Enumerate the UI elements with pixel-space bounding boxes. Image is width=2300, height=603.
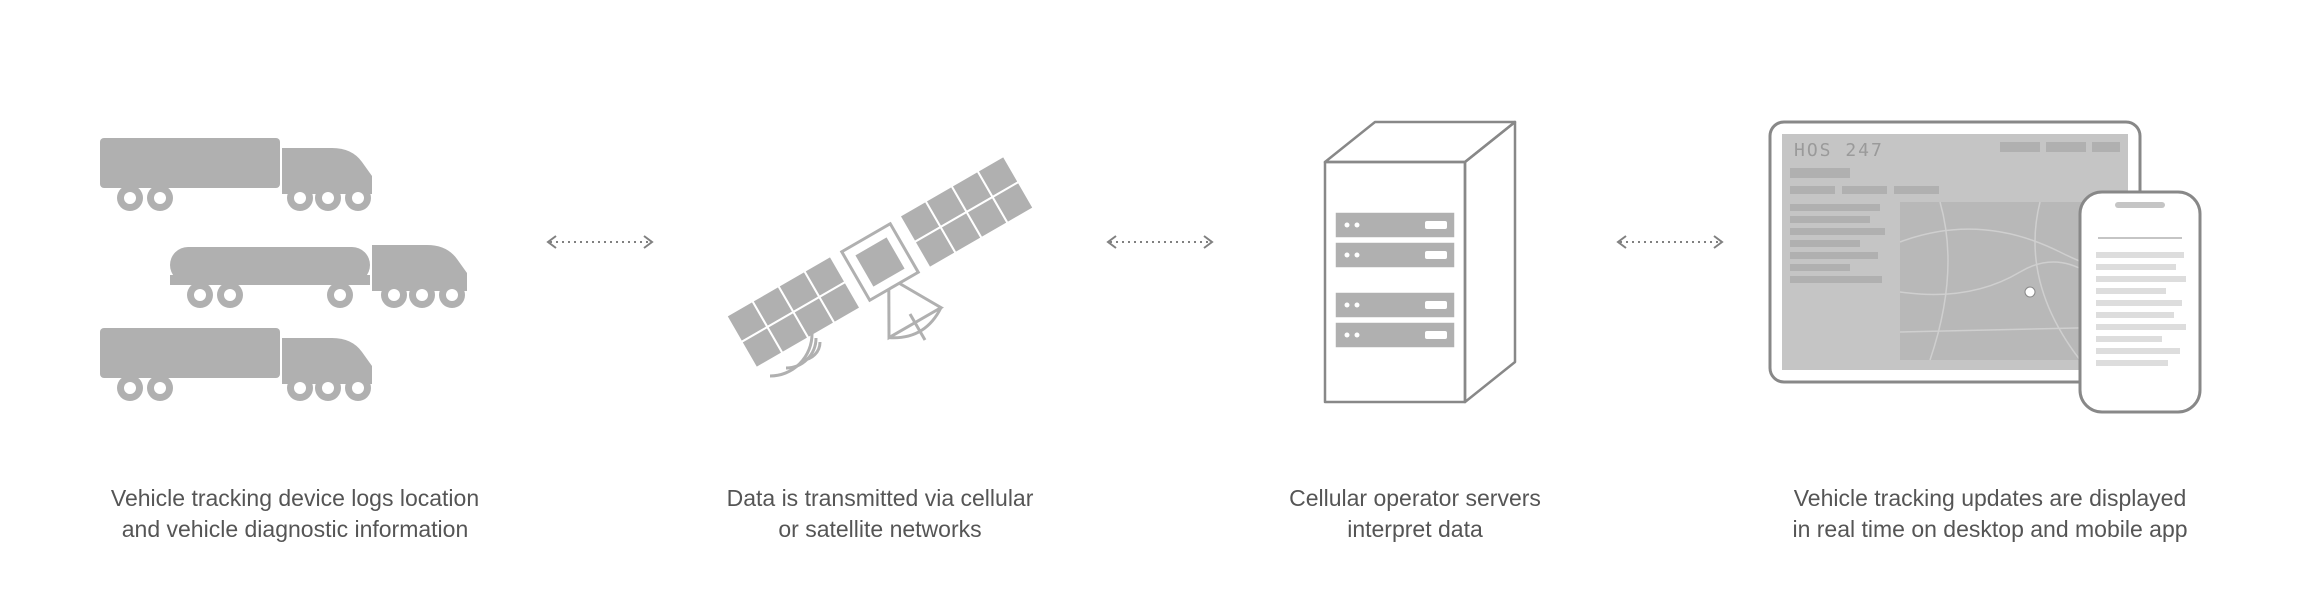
satellite-icon xyxy=(690,40,1070,483)
trucks-icon xyxy=(80,40,510,483)
step-vehicles: Vehicle tracking device logs location an… xyxy=(80,40,510,563)
step-caption: Vehicle tracking device logs location an… xyxy=(111,483,479,563)
connector-arrow-icon xyxy=(1610,40,1730,563)
step-server: Cellular operator servers interpret data xyxy=(1250,40,1580,563)
process-flow-diagram: Vehicle tracking device logs location an… xyxy=(80,40,2220,563)
step-display: HOS 247 xyxy=(1760,40,2220,563)
step-caption: Vehicle tracking updates are displayed i… xyxy=(1792,483,2187,563)
connector-arrow-icon xyxy=(540,40,660,563)
server-rack-icon xyxy=(1250,40,1580,483)
dashboard-title: HOS 247 xyxy=(1794,140,1884,161)
step-satellite: Data is transmitted via cellular or sate… xyxy=(690,40,1070,563)
step-caption: Cellular operator servers interpret data xyxy=(1289,483,1541,563)
connector-arrow-icon xyxy=(1100,40,1220,563)
dashboard-devices-icon: HOS 247 xyxy=(1760,40,2220,483)
step-caption: Data is transmitted via cellular or sate… xyxy=(727,483,1034,563)
